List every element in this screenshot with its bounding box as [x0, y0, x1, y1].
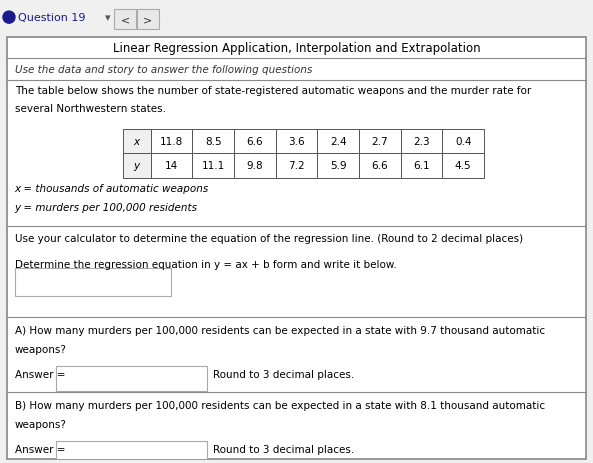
- Bar: [317, 154, 359, 178]
- Text: weapons?: weapons?: [15, 419, 66, 429]
- Text: Use your calculator to determine the equation of the regression line. (Round to : Use your calculator to determine the equ…: [15, 234, 523, 244]
- Text: several Northwestern states.: several Northwestern states.: [15, 104, 165, 113]
- Bar: [276, 154, 317, 178]
- Bar: [442, 129, 484, 154]
- Bar: [276, 129, 317, 154]
- Bar: [442, 154, 484, 178]
- Text: Round to 3 decimal places.: Round to 3 decimal places.: [212, 369, 354, 380]
- Text: >: >: [144, 15, 152, 25]
- Circle shape: [3, 12, 15, 24]
- Text: 11.8: 11.8: [160, 137, 183, 146]
- Bar: [137, 10, 159, 30]
- Text: ▾: ▾: [105, 13, 111, 23]
- Text: Question 19: Question 19: [18, 13, 85, 23]
- Bar: [15, 269, 171, 296]
- Text: <: <: [120, 15, 130, 25]
- Text: 2.7: 2.7: [372, 137, 388, 146]
- Text: 4.5: 4.5: [455, 161, 471, 171]
- Bar: [192, 154, 234, 178]
- Bar: [151, 154, 192, 178]
- Text: Answer =: Answer =: [15, 369, 65, 380]
- Text: 2.4: 2.4: [330, 137, 346, 146]
- Bar: [234, 154, 276, 178]
- Text: 5.9: 5.9: [330, 161, 346, 171]
- Bar: [317, 129, 359, 154]
- Text: x: x: [133, 137, 140, 146]
- Text: weapons?: weapons?: [15, 344, 66, 354]
- Bar: [114, 10, 136, 30]
- Bar: [151, 129, 192, 154]
- Text: 6.1: 6.1: [413, 161, 430, 171]
- Text: 14: 14: [165, 161, 178, 171]
- Bar: [401, 154, 442, 178]
- Text: y: y: [133, 161, 140, 171]
- Bar: [123, 154, 151, 178]
- Text: Round to 3 decimal places.: Round to 3 decimal places.: [212, 444, 354, 454]
- Text: 2.3: 2.3: [413, 137, 430, 146]
- Text: Use the data and story to answer the following questions: Use the data and story to answer the fol…: [15, 65, 312, 75]
- Bar: [359, 129, 401, 154]
- Text: 11.1: 11.1: [202, 161, 225, 171]
- Text: y = murders per 100,000 residents: y = murders per 100,000 residents: [15, 202, 197, 213]
- Text: 6.6: 6.6: [372, 161, 388, 171]
- Text: x = thousands of automatic weapons: x = thousands of automatic weapons: [15, 184, 209, 194]
- Text: 9.8: 9.8: [247, 161, 263, 171]
- Text: 0.4: 0.4: [455, 137, 471, 146]
- Bar: [401, 129, 442, 154]
- Text: 7.2: 7.2: [288, 161, 305, 171]
- Text: Determine the regression equation in y = ax + b form and write it below.: Determine the regression equation in y =…: [15, 259, 396, 269]
- Text: 3.6: 3.6: [288, 137, 305, 146]
- Text: 8.5: 8.5: [205, 137, 221, 146]
- Bar: [56, 366, 207, 391]
- Bar: [123, 129, 151, 154]
- Text: Linear Regression Application, Interpolation and Extrapolation: Linear Regression Application, Interpola…: [113, 42, 480, 55]
- Text: 6.6: 6.6: [247, 137, 263, 146]
- Bar: [192, 129, 234, 154]
- Text: B) How many murders per 100,000 residents can be expected in a state with 8.1 th: B) How many murders per 100,000 resident…: [15, 400, 545, 410]
- Text: Answer =: Answer =: [15, 444, 65, 454]
- Bar: [359, 154, 401, 178]
- Text: The table below shows the number of state-registered automatic weapons and the m: The table below shows the number of stat…: [15, 86, 531, 96]
- Bar: [234, 129, 276, 154]
- Bar: [56, 441, 207, 463]
- Text: A) How many murders per 100,000 residents can be expected in a state with 9.7 th: A) How many murders per 100,000 resident…: [15, 325, 545, 335]
